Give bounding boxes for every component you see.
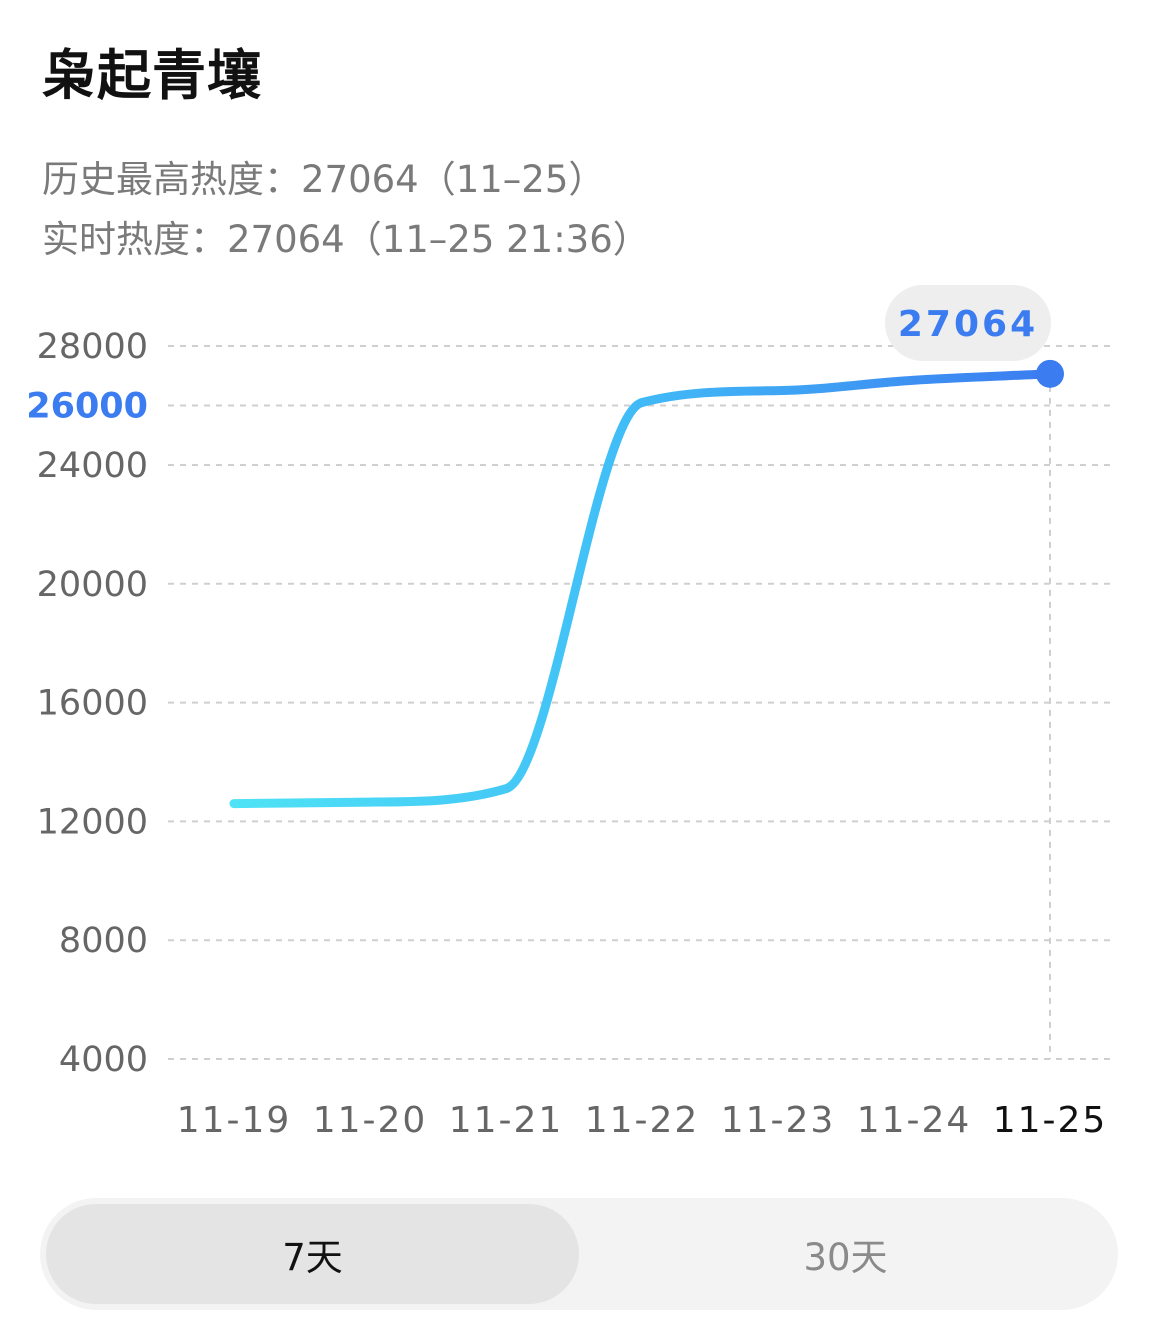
value-tooltip: 27064 [885,285,1051,361]
y-tick-label: 4000 [59,1040,148,1080]
y-tick-label: 28000 [37,327,148,367]
x-tick-label: 11-23 [721,1100,836,1141]
range-toggle: 7天 30天 [40,1198,1118,1310]
range-tab-7d[interactable]: 7天 [46,1204,579,1304]
tooltip-value: 27064 [898,304,1038,345]
x-axis-labels: 11-19 11-20 11-21 11-22 11-23 11-24 11-25 [177,1100,1108,1141]
y-tick-label: 20000 [37,565,148,605]
x-tick-label: 11-22 [585,1100,700,1141]
y-tick-label: 12000 [37,802,148,842]
y-tick-label: 16000 [37,684,148,724]
y-tick-label: 26000 [26,387,148,427]
x-tick-label: 11-24 [857,1100,972,1141]
realtime-heat-text: 实时热度：27064（11–25 21:36） [42,218,650,261]
series-line [229,369,1055,809]
line-chart-svg: 4000 8000 12000 16000 20000 24000 26000 28000 1… [26,285,1115,1141]
x-tick-label: 11-21 [449,1100,564,1141]
y-tick-label: 8000 [59,921,148,961]
y-tick-label: 24000 [37,446,148,486]
peak-heat-text: 历史最高热度：27064（11–25） [42,158,606,201]
x-tick-label: 11-19 [177,1100,292,1141]
grid-lines [168,345,1115,1060]
data-point-last[interactable] [1036,359,1064,388]
range-tab-30d[interactable]: 30天 [803,1236,888,1279]
y-axis-labels: 4000 8000 12000 16000 20000 24000 26000 28000 [26,327,148,1080]
page-title: 枭起青壤 [42,44,262,107]
x-tick-label: 11-25 [993,1100,1108,1141]
tooltip-background [885,285,1051,361]
x-tick-label: 11-20 [313,1100,428,1141]
